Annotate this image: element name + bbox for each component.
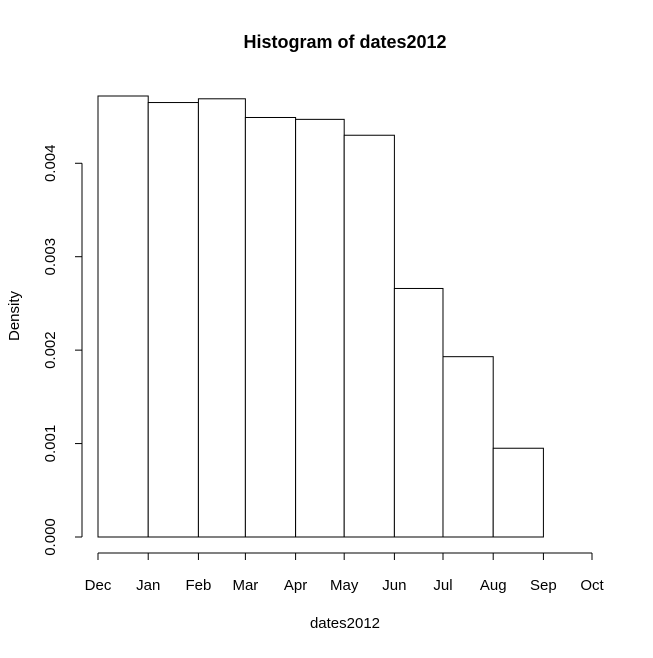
histogram-bar	[97, 95, 149, 538]
x-axis-label: dates2012	[310, 615, 380, 632]
y-tick-label: 0.001	[42, 425, 59, 463]
histogram-bar	[295, 118, 345, 538]
chart-title: Histogram of dates2012	[243, 32, 446, 52]
y-tick-label: 0.003	[42, 238, 59, 276]
y-axis-label: Density	[6, 290, 23, 341]
histogram-bar	[197, 98, 246, 538]
x-tick-label: Jun	[382, 577, 406, 594]
x-tick-label: Aug	[480, 577, 507, 594]
x-tick-label: Sep	[530, 577, 557, 594]
x-tick-label: Apr	[284, 577, 307, 594]
x-tick-label: Oct	[580, 577, 604, 594]
y-axis: 0.000 0.001 0.002 0.003 0.004	[42, 144, 83, 556]
x-tick-label: Jan	[136, 577, 160, 594]
x-tick-label: Feb	[185, 577, 211, 594]
y-tick-label: 0.000	[42, 518, 59, 556]
x-tick-label: May	[330, 577, 359, 594]
histogram-bar	[343, 134, 395, 538]
x-axis: Dec Jan Feb Mar Apr May Jun Jul Aug Sep Oct	[85, 552, 604, 594]
x-tick-label: Jul	[433, 577, 452, 594]
x-tick-label: Mar	[232, 577, 258, 594]
histogram-bar	[393, 287, 444, 538]
histogram-bar	[147, 102, 199, 538]
histogram-bar	[244, 116, 297, 538]
bars	[97, 95, 544, 538]
y-tick-label: 0.002	[42, 331, 59, 369]
histogram-bar	[492, 447, 544, 538]
y-tick-label: 0.004	[42, 144, 59, 182]
x-tick-label: Dec	[85, 577, 112, 594]
histogram-bar	[442, 356, 494, 538]
